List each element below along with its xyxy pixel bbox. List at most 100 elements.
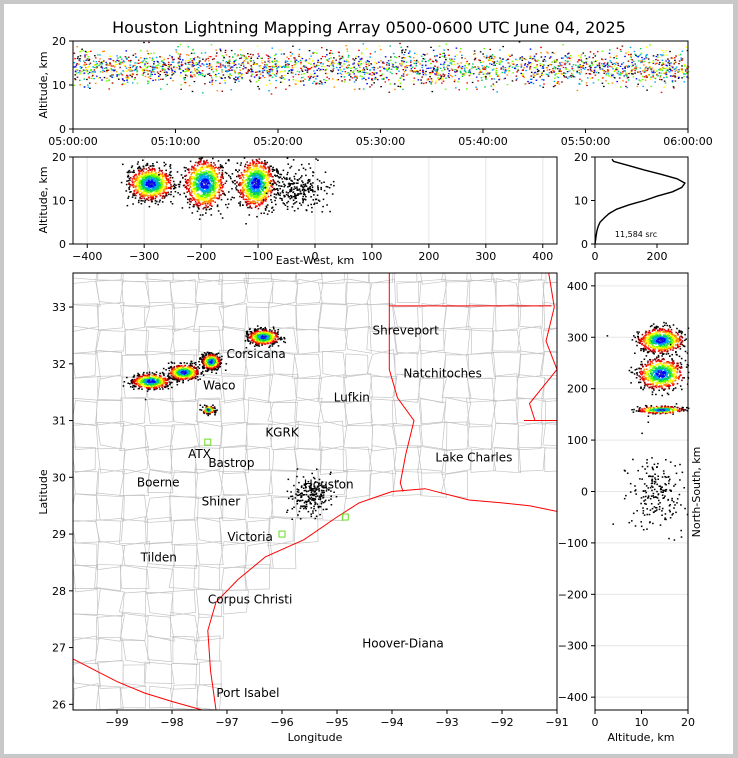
source-point [609,56,612,58]
source-point [162,65,164,68]
source-point [645,76,647,79]
source-point [592,82,595,84]
source-point [238,175,240,178]
source-point [144,201,146,203]
source-point [234,76,237,78]
source-point [199,171,202,173]
source-point [197,206,199,209]
source-point [419,72,421,75]
source-point [212,174,214,177]
source-point [94,57,97,59]
source-point [197,196,199,198]
source-point [434,55,436,58]
source-point [224,171,227,174]
source-point [165,173,168,175]
source-point [324,66,326,68]
source-point [204,194,207,196]
source-point [441,79,443,81]
source-point [536,68,539,71]
source-point [658,69,660,71]
source-point [358,65,360,67]
source-point [162,64,164,66]
source-point [567,77,569,80]
source-point [199,189,201,191]
x-tick-label: 05:50:00 [561,135,610,148]
source-point [267,65,270,68]
source-point [568,69,570,71]
source-point [410,68,413,70]
source-point [196,173,198,176]
source-point [674,59,676,61]
source-point [616,80,618,83]
source-point [529,68,531,71]
source-point [205,181,207,184]
source-point [266,72,269,74]
source-point [523,58,526,60]
source-point [668,61,671,63]
source-point [258,170,260,173]
source-point [264,61,266,63]
source-point [263,66,265,68]
source-point [449,74,452,76]
source-point [272,169,275,171]
source-point [186,191,188,193]
source-point [369,53,372,55]
source-point [553,80,556,83]
source-point [195,204,198,206]
source-point [157,179,159,181]
source-point [283,75,286,77]
source-point [294,73,297,75]
source-point [194,186,197,189]
source-point [157,72,160,75]
source-point [461,74,464,76]
source-point [150,168,152,171]
source-point [530,75,532,77]
source-point [257,160,260,163]
source-point [393,66,396,68]
source-point [648,67,650,69]
source-point [246,61,249,63]
source-point [295,62,297,64]
source-point [183,81,186,84]
source-point [134,193,136,195]
source-point [612,74,614,76]
source-point [128,188,131,191]
source-point [261,62,264,64]
source-point [144,182,146,185]
source-point [157,181,160,184]
source-point [190,178,193,181]
source-point [239,182,241,184]
source-point [286,60,289,62]
source-point [262,71,264,73]
source-point [218,190,220,192]
source-point [182,59,184,61]
source-point [256,168,259,170]
source-point [150,183,152,185]
source-point [131,180,133,182]
source-point [671,57,674,59]
source-point [207,57,210,60]
source-point [315,78,317,80]
source-point [647,58,650,60]
source-point [242,179,245,182]
source-point [205,204,207,207]
source-point [211,173,213,175]
source-point [158,173,161,175]
source-point [305,59,307,61]
source-point [276,67,279,69]
source-point [244,57,246,59]
source-point [125,76,128,78]
source-point [158,67,160,69]
source-point [197,63,199,65]
source-point [401,52,403,54]
source-point [144,199,147,202]
source-point [165,182,167,184]
source-point [151,69,154,71]
source-point [312,76,315,78]
source-point [345,72,347,75]
source-point [621,45,624,47]
source-point [262,171,265,173]
source-point [122,70,124,72]
source-point [643,58,646,60]
source-point [86,70,89,72]
